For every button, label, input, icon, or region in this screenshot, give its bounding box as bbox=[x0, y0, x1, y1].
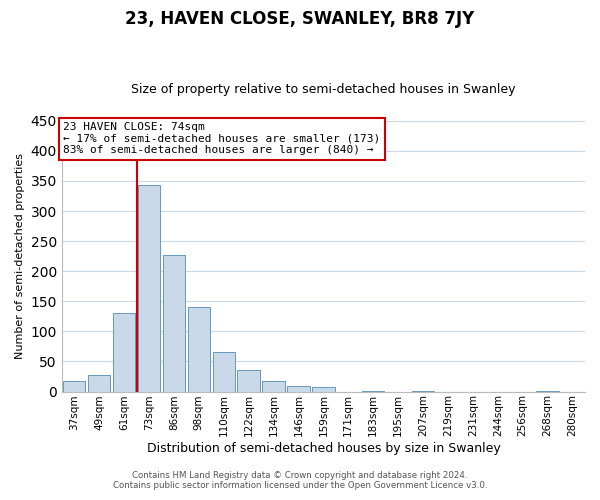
Bar bbox=[188, 306, 210, 392]
Bar bbox=[312, 386, 335, 392]
Bar bbox=[362, 391, 385, 392]
Bar bbox=[238, 370, 260, 392]
Bar bbox=[412, 391, 434, 392]
Title: Size of property relative to semi-detached houses in Swanley: Size of property relative to semi-detach… bbox=[131, 83, 515, 96]
Y-axis label: Number of semi-detached properties: Number of semi-detached properties bbox=[15, 153, 25, 359]
Bar bbox=[536, 391, 559, 392]
Text: 23 HAVEN CLOSE: 74sqm
← 17% of semi-detached houses are smaller (173)
83% of sem: 23 HAVEN CLOSE: 74sqm ← 17% of semi-deta… bbox=[63, 122, 380, 155]
Text: 23, HAVEN CLOSE, SWANLEY, BR8 7JY: 23, HAVEN CLOSE, SWANLEY, BR8 7JY bbox=[125, 10, 475, 28]
Bar bbox=[88, 374, 110, 392]
Bar bbox=[163, 255, 185, 392]
X-axis label: Distribution of semi-detached houses by size in Swanley: Distribution of semi-detached houses by … bbox=[146, 442, 500, 455]
Bar bbox=[63, 380, 85, 392]
Bar bbox=[287, 386, 310, 392]
Bar bbox=[212, 352, 235, 392]
Bar bbox=[262, 380, 285, 392]
Bar bbox=[138, 185, 160, 392]
Text: Contains HM Land Registry data © Crown copyright and database right 2024.
Contai: Contains HM Land Registry data © Crown c… bbox=[113, 470, 487, 490]
Bar bbox=[113, 314, 135, 392]
